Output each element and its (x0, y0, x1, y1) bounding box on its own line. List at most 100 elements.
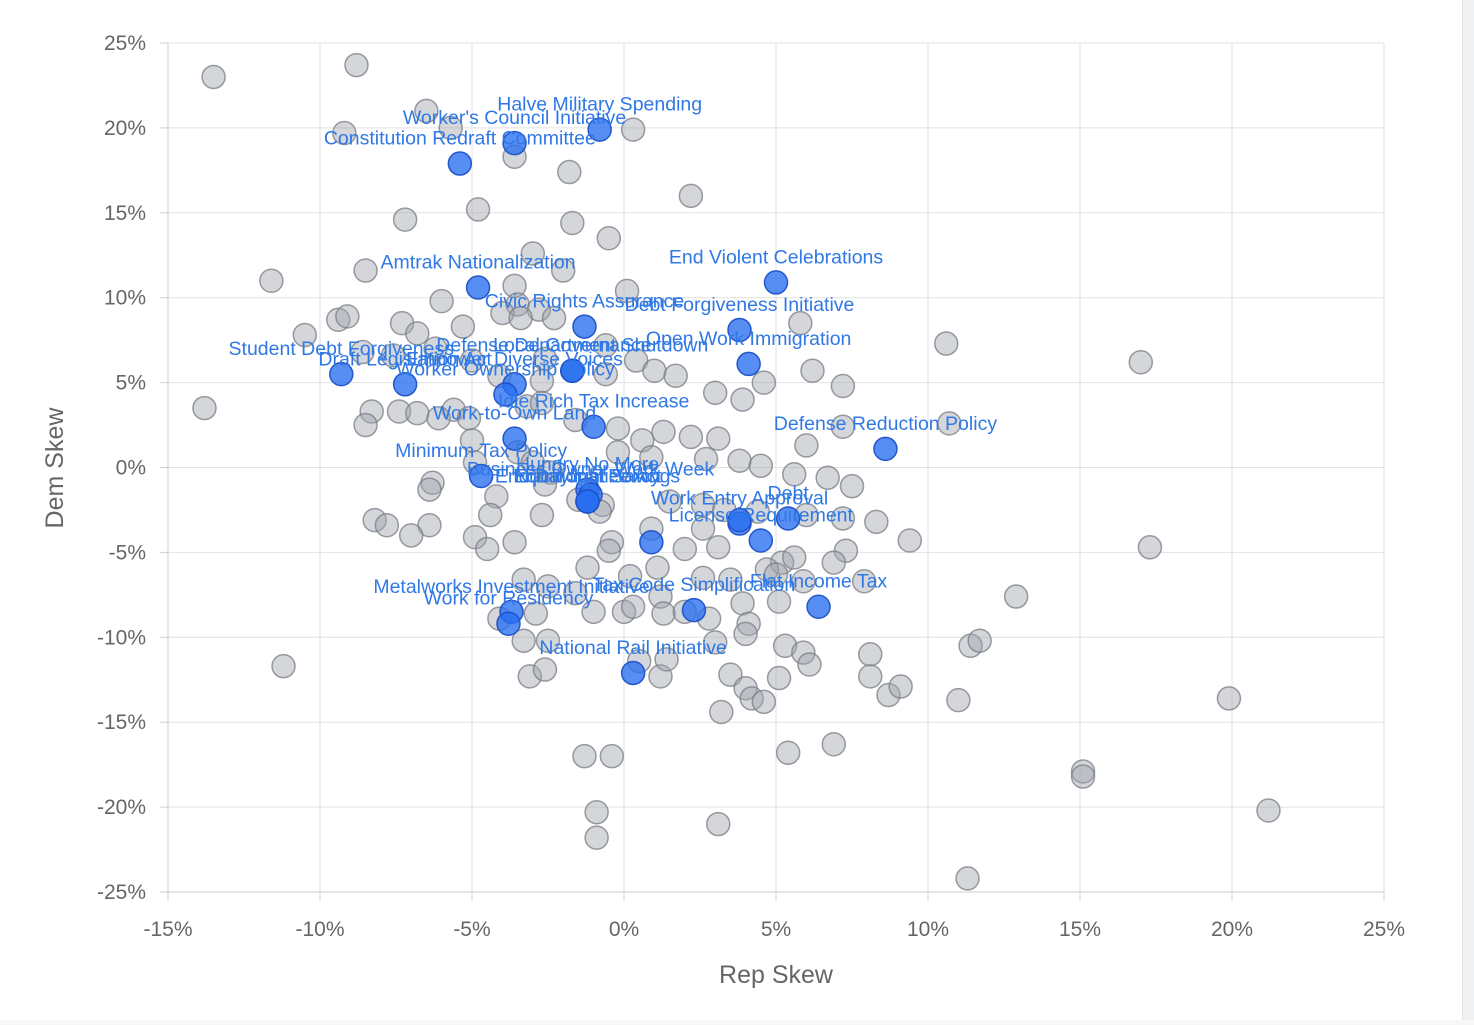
data-point (538, 460, 564, 485)
data-point (727, 448, 752, 473)
point-label: Work-to-Own Land (433, 403, 596, 425)
y-tick-label: 0% (116, 457, 146, 480)
data-point (781, 462, 807, 487)
data-point (529, 368, 555, 394)
data-point (705, 811, 731, 837)
data-point (657, 489, 682, 514)
data-point (517, 664, 543, 689)
point-label: Business Owner Work Week (467, 459, 715, 481)
highlighted-point (639, 529, 664, 555)
point-label: Local Governance (493, 335, 651, 357)
data-point (584, 799, 609, 825)
data-point (502, 529, 527, 555)
data-point (484, 484, 509, 509)
data-point (414, 98, 439, 124)
highlighted-point (465, 275, 491, 300)
data-point (702, 630, 728, 655)
data-point (584, 825, 609, 850)
highlighted-point (763, 270, 789, 295)
data-point (581, 599, 606, 625)
data-point (736, 611, 761, 636)
point-label: Nutritional Policy (515, 465, 660, 487)
data-point (730, 591, 755, 616)
data-point (417, 477, 442, 502)
data-point (766, 589, 792, 614)
data-point (748, 453, 774, 479)
data-point (520, 241, 546, 266)
data-point (572, 743, 597, 769)
data-point (359, 399, 384, 424)
data-point (967, 628, 992, 653)
y-tick-label: -5% (109, 541, 146, 564)
highlighted-point (736, 351, 761, 377)
x-axis-title: Rep Skew (719, 961, 834, 989)
data-point (830, 373, 856, 399)
data-point (718, 567, 743, 592)
data-point (946, 687, 971, 713)
y-tick-label: 25% (104, 32, 146, 55)
data-point (605, 416, 631, 441)
data-point (523, 601, 549, 626)
data-point (386, 399, 412, 424)
data-point (830, 414, 856, 439)
point-label: Constitution Redraft Committee (324, 128, 596, 150)
data-point (353, 412, 378, 438)
highlighted-point (572, 314, 597, 339)
y-tick-label: -10% (97, 626, 146, 649)
data-point (766, 665, 792, 691)
data-point (1256, 798, 1281, 823)
highlighted-point (727, 317, 752, 343)
data-point (857, 642, 883, 667)
data-point (1003, 584, 1029, 609)
data-point (645, 555, 670, 580)
data-point (529, 390, 555, 416)
x-tick-label: -15% (143, 918, 192, 941)
point-label: Empower Diverse Voices (406, 348, 623, 370)
data-point (791, 569, 816, 594)
highlighted-points (329, 117, 898, 686)
data-point (1216, 686, 1242, 711)
data-point (620, 117, 646, 142)
data-point (639, 445, 664, 470)
data-point (405, 321, 430, 346)
highlighted-point (493, 382, 518, 407)
data-point (663, 363, 688, 389)
data-point (511, 628, 536, 653)
data-point (271, 653, 296, 679)
data-point (693, 446, 719, 472)
data-point (459, 348, 485, 373)
x-tick-label: 5% (761, 918, 791, 941)
y-axis-title: Dem Skew (41, 407, 69, 529)
data-point (794, 433, 819, 458)
x-tick-label: -5% (453, 918, 490, 941)
point-label: Civic Rights Assurance (485, 291, 684, 313)
data-point (502, 273, 527, 299)
point-label: National Rail Initiative (539, 637, 727, 659)
data-point (374, 512, 400, 538)
point-label: Amtrak Nationalization (381, 252, 576, 274)
highlighted-point (873, 436, 898, 462)
highlighted-point (447, 151, 473, 176)
data-point (690, 516, 716, 541)
data-point (705, 426, 731, 451)
data-point (192, 395, 217, 421)
data-point (763, 562, 789, 587)
data-point (599, 743, 625, 769)
data-point (620, 594, 646, 619)
data-point (864, 509, 889, 535)
data-point (769, 550, 795, 575)
point-label: End Violent Celebrations (669, 246, 884, 268)
highlighted-point (468, 463, 494, 489)
highlighted-point (775, 506, 801, 531)
highlighted-point (806, 594, 831, 619)
point-label: Flat Income Tax (750, 571, 888, 593)
data-point (751, 370, 777, 395)
highlighted-point (496, 611, 521, 636)
x-tick-label: 25% (1363, 918, 1405, 941)
x-tick-label: 0% (609, 918, 639, 941)
data-point (651, 601, 676, 626)
data-point (857, 664, 883, 689)
data-point (398, 523, 424, 548)
y-tick-label: -25% (97, 881, 146, 904)
